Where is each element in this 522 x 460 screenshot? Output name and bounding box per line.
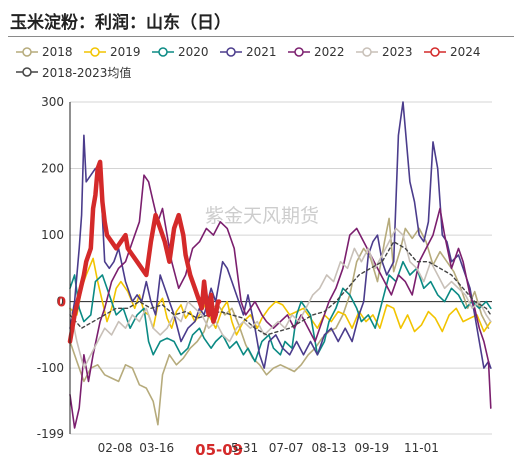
watermark: 紫金天风期货 — [205, 205, 319, 227]
x-tick-label: 11-01 — [404, 441, 439, 455]
current-value-label: 0 — [57, 296, 66, 311]
legend-swatch-icon — [152, 47, 174, 57]
legend-swatch-icon — [424, 47, 446, 57]
legend: 2018 2019 2020 2021 2022 2023 2024 2018-2023均值 — [16, 42, 516, 82]
axes: 300 200 100 0 -100 -199 02-08 03-16 05-095-31 07-… — [37, 95, 439, 459]
legend-item: 2020 — [152, 45, 220, 59]
x-tick-label: 03-16 — [139, 441, 174, 455]
legend-swatch-icon — [356, 47, 378, 57]
legend-item: 2023 — [356, 45, 424, 59]
x-tick-label-current: 05-09 — [195, 441, 243, 459]
legend-row: 2018-2023均值 — [16, 62, 516, 82]
grid — [70, 101, 492, 435]
y-tick-label: 300 — [41, 95, 64, 109]
x-tick-label: 5-31 — [231, 441, 258, 455]
series-group — [67, 101, 492, 429]
legend-label: 2021 — [246, 45, 277, 59]
series-line-2024 — [67, 159, 222, 344]
series-line-2019 — [69, 257, 492, 336]
chart-title: 玉米淀粉：利润：山东（日） — [10, 13, 231, 33]
y-tick-label: -199 — [37, 427, 64, 441]
x-tick-label: 07-07 — [269, 441, 304, 455]
y-tick-label: 0 — [56, 295, 64, 309]
series-line-2018 — [69, 217, 490, 426]
y-tick-label: 100 — [41, 228, 64, 242]
legend-item: 2019 — [84, 45, 152, 59]
x-tick-label: 02-08 — [98, 441, 133, 455]
y-tick-label: -100 — [37, 361, 64, 375]
legend-swatch-icon — [16, 67, 38, 77]
legend-swatch-icon — [288, 47, 310, 57]
series-line-2021 — [69, 101, 492, 369]
legend-item: 2018-2023均值 — [16, 64, 176, 81]
legend-swatch-icon — [84, 47, 106, 57]
legend-swatch-icon — [220, 47, 242, 57]
legend-item: 2021 — [220, 45, 288, 59]
legend-label: 2023 — [382, 45, 413, 59]
legend-label: 2024 — [450, 45, 481, 59]
x-tick-label: 08-13 — [312, 441, 347, 455]
legend-label: 2018-2023均值 — [42, 65, 132, 80]
legend-item: 2022 — [288, 45, 356, 59]
title-divider — [8, 36, 514, 37]
legend-item: 2018 — [16, 45, 84, 59]
series-line-2018-2023均值 — [69, 241, 492, 336]
x-tick-label: 09-19 — [354, 441, 389, 455]
series-line-2023 — [69, 227, 492, 369]
series-line-2022 — [69, 174, 492, 429]
legend-item: 2024 — [424, 45, 492, 59]
legend-label: 2022 — [314, 45, 345, 59]
legend-label: 2020 — [178, 45, 209, 59]
legend-swatch-icon — [16, 47, 38, 57]
legend-label: 2019 — [110, 45, 141, 59]
series-line-2020 — [69, 260, 492, 363]
legend-label: 2018 — [42, 45, 73, 59]
y-tick-label: 200 — [41, 162, 64, 176]
legend-row: 2018 2019 2020 2021 2022 2023 2024 — [16, 42, 516, 62]
